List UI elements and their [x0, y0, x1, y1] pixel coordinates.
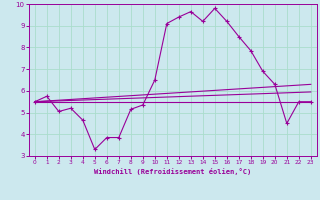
X-axis label: Windchill (Refroidissement éolien,°C): Windchill (Refroidissement éolien,°C): [94, 168, 252, 175]
